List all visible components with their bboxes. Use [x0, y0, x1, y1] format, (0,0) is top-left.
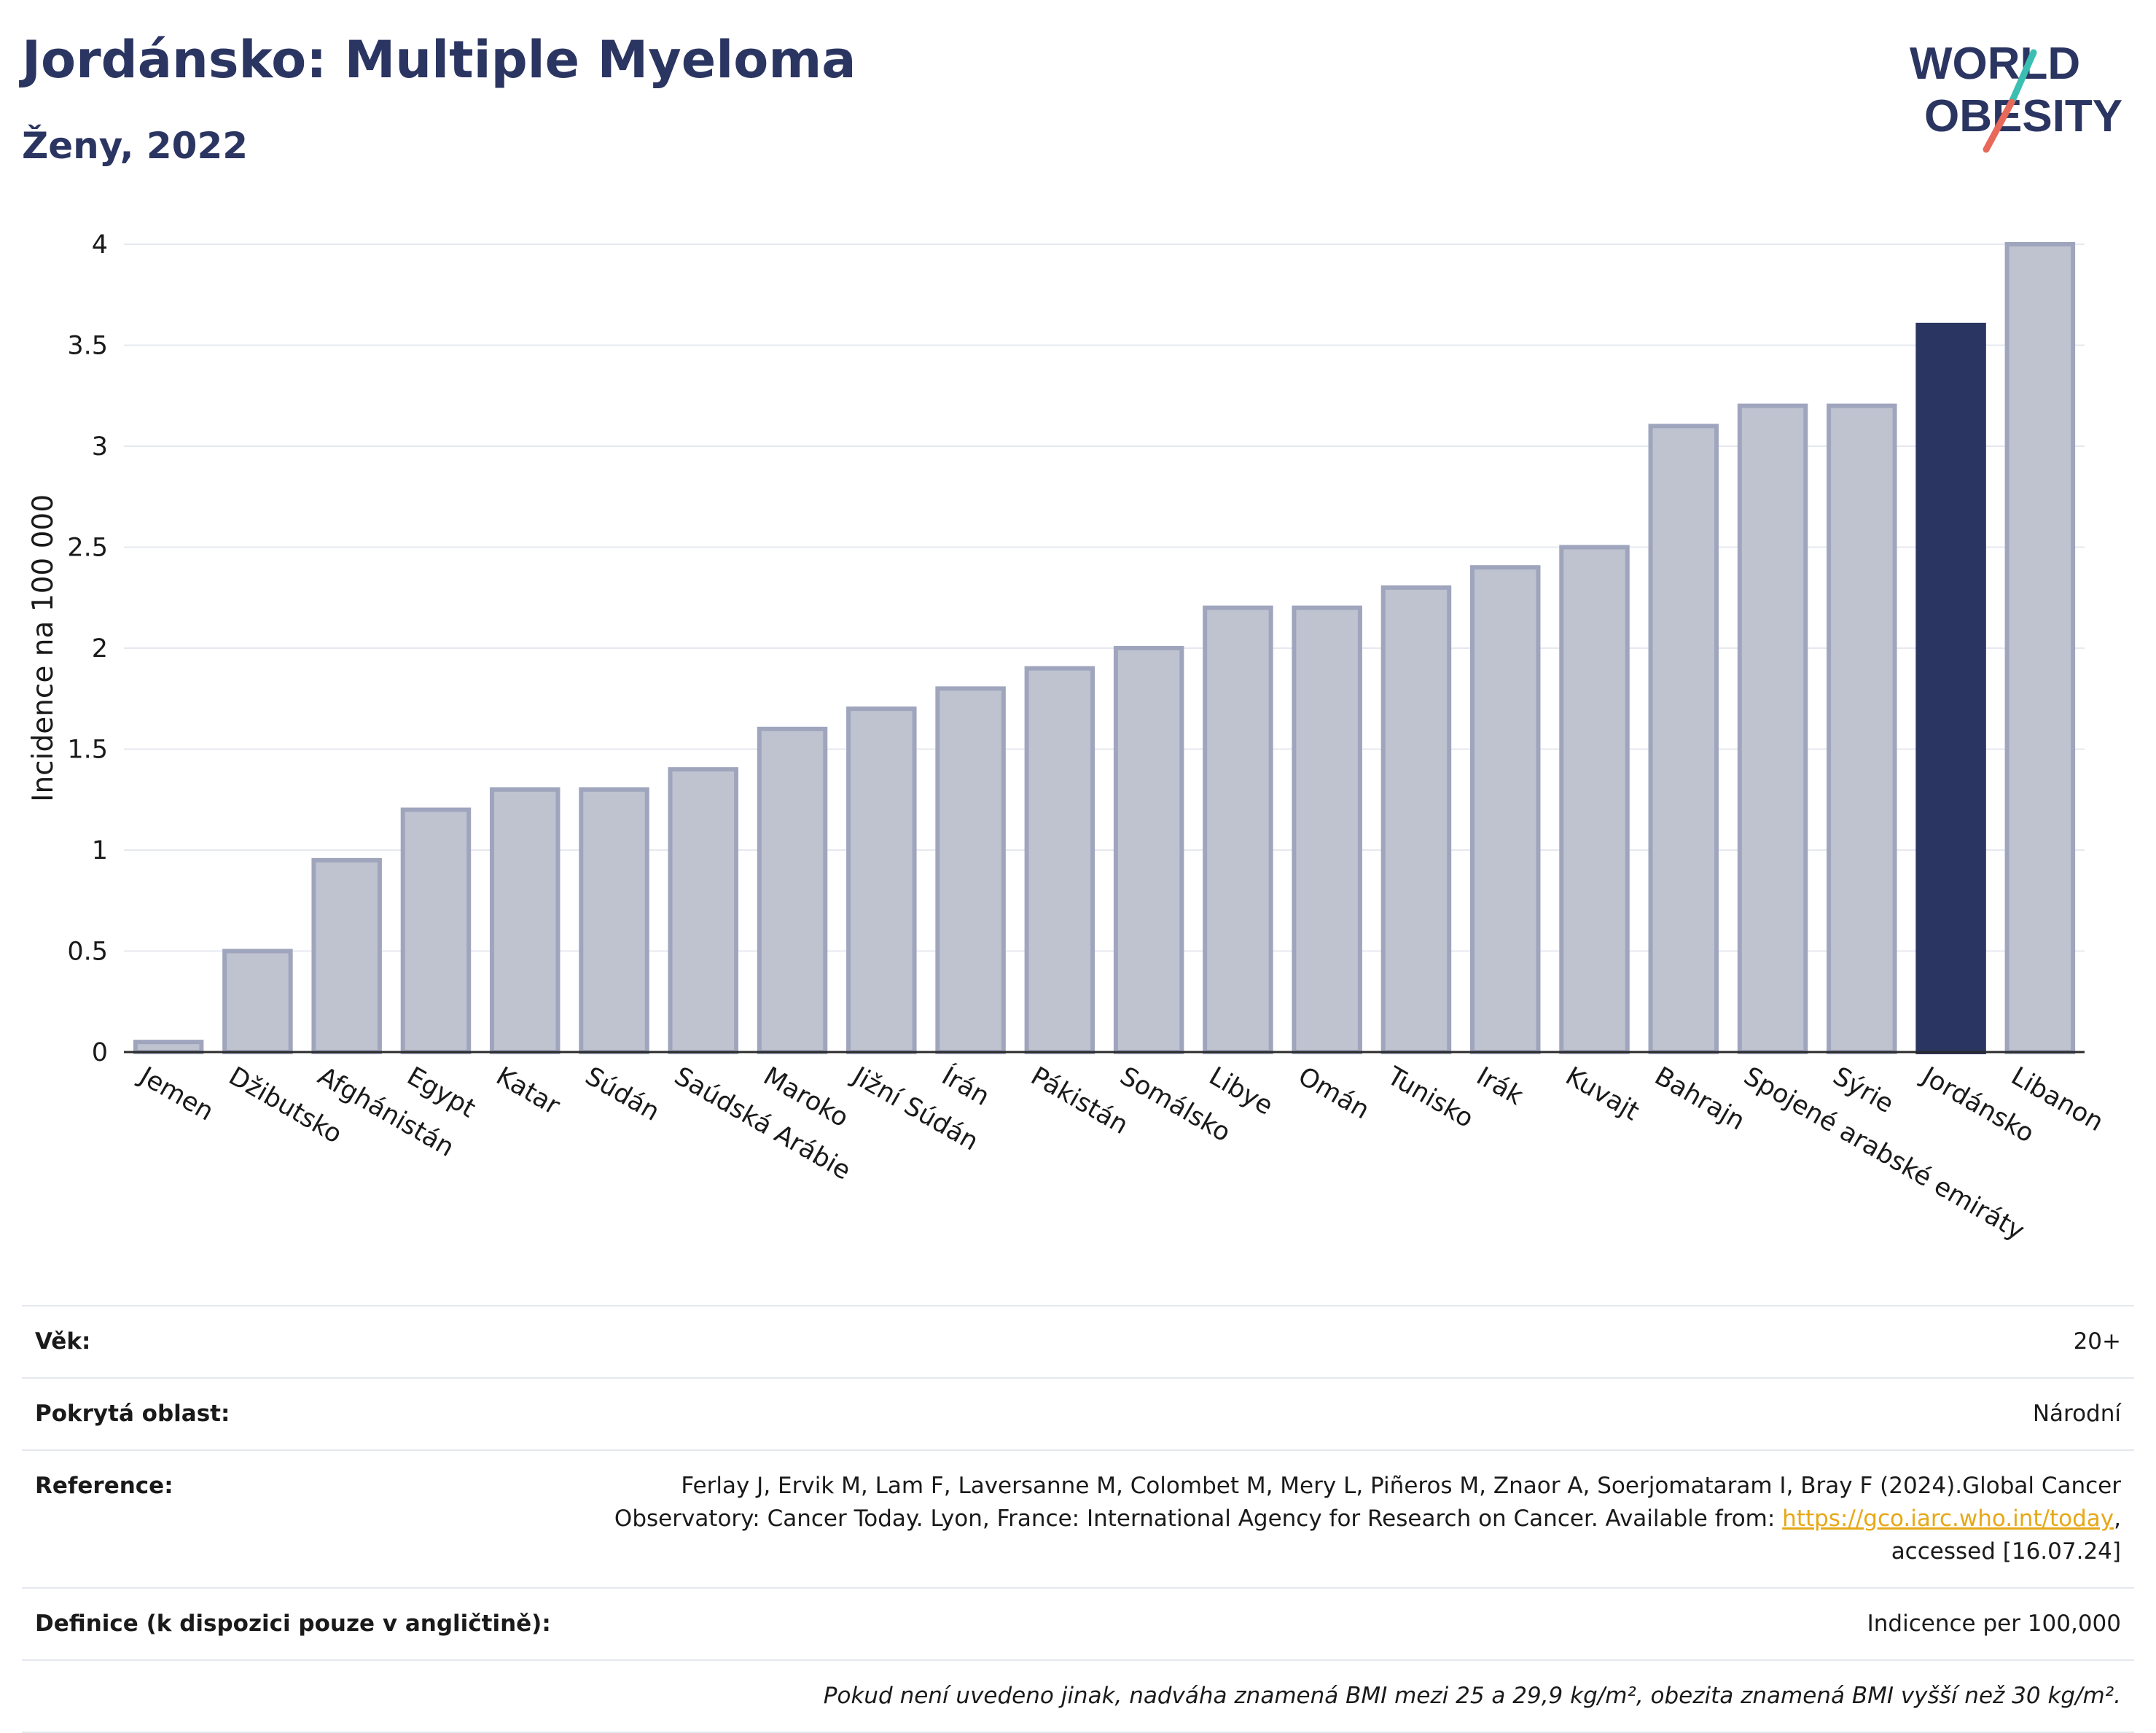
bar-11[interactable]	[1024, 666, 1095, 1054]
info-label-definition: Definice (k dispozici pouze v angličtině…	[35, 1610, 551, 1637]
y-tick-label: 2	[92, 634, 108, 663]
bar-12[interactable]	[1113, 646, 1184, 1054]
info-row-note: Pokud není uvedeno jinak, nadváha znamen…	[22, 1659, 2134, 1733]
x-tick-label: Katar	[491, 1062, 565, 1121]
info-value-definition: Indicence per 100,000	[1867, 1610, 2121, 1637]
x-tick-label: Omán	[1293, 1062, 1374, 1125]
bar-15[interactable]	[1380, 585, 1452, 1054]
y-tick-label: 1.5	[67, 736, 108, 765]
reference-accessed: , accessed [16.07.24]	[1891, 1505, 2121, 1565]
reference-text: Ferlay J, Ervik M, Lam F, Laversanne M, …	[614, 1472, 2121, 1532]
x-tick-label: Súdán	[580, 1062, 664, 1127]
bar-14[interactable]	[1292, 605, 1362, 1054]
bar-7[interactable]	[668, 767, 739, 1054]
bar-4[interactable]	[400, 807, 472, 1054]
info-value-area: Národní	[2032, 1400, 2121, 1427]
bar-1[interactable]	[133, 1040, 204, 1055]
bar-3[interactable]	[311, 857, 382, 1054]
chart-subtitle: Ženy, 2022	[22, 125, 249, 167]
x-tick-label: Irák	[1472, 1062, 1528, 1111]
y-tick-label: 1	[92, 836, 108, 865]
bar-18[interactable]	[1648, 424, 1719, 1054]
bars	[133, 242, 2076, 1055]
info-row-reference: Reference: Ferlay J, Ervik M, Lam F, Lav…	[22, 1449, 2134, 1587]
logo-slash-teal	[2008, 49, 2037, 106]
logo-line1: WORLD	[1910, 39, 2080, 89]
bar-22[interactable]	[2004, 242, 2076, 1054]
info-label-reference: Reference:	[35, 1472, 173, 1499]
info-row-area: Pokrytá oblast: Národní	[22, 1376, 2134, 1449]
info-label-age: Věk:	[35, 1328, 91, 1355]
bar-17[interactable]	[1559, 545, 1630, 1054]
chart-title: Jordánsko: Multiple Myeloma	[22, 30, 856, 90]
info-value-reference: Ferlay J, Ervik M, Lam F, Laversanne M, …	[590, 1470, 2121, 1568]
info-value-age: 20+	[2073, 1328, 2121, 1355]
bar-13[interactable]	[1203, 605, 1273, 1054]
y-tick-label: 0	[92, 1038, 108, 1067]
y-tick-label: 2.5	[67, 534, 108, 563]
reference-link[interactable]: https://gco.iarc.who.int/today	[1782, 1505, 2114, 1532]
x-tick-label: Jemen	[133, 1061, 219, 1126]
x-tick-label: Írán	[937, 1060, 995, 1112]
y-tick-label: 4	[92, 230, 108, 260]
y-tick-label: 3	[92, 432, 108, 462]
info-table: Věk: 20+ Pokrytá oblast: Národní Referen…	[22, 1305, 2134, 1733]
info-label-area: Pokrytá oblast:	[35, 1400, 230, 1427]
bar-5[interactable]	[489, 787, 561, 1055]
y-axis-label: Incidence na 100 000	[27, 494, 60, 802]
x-tick-label: Tunisko	[1382, 1062, 1478, 1134]
bmi-note: Pokud není uvedeno jinak, nadváha znamen…	[823, 1682, 2121, 1709]
x-tick-label: Bahrajn	[1649, 1062, 1749, 1136]
x-tick-label: Pákistán	[1026, 1062, 1133, 1140]
logo-line2: OBESITY	[1924, 91, 2122, 141]
y-tick-label: 3.5	[67, 332, 108, 361]
bar-16[interactable]	[1469, 565, 1541, 1054]
info-row-definition: Definice (k dispozici pouze v angličtině…	[22, 1586, 2134, 1659]
bar-2[interactable]	[222, 949, 293, 1054]
bar-10[interactable]	[935, 686, 1006, 1055]
bar-9[interactable]	[846, 706, 917, 1054]
bar-20[interactable]	[1827, 403, 1897, 1054]
bar-21[interactable]	[1915, 322, 1986, 1054]
world-obesity-logo: WORLD OBESITY	[1910, 39, 2122, 153]
x-tick-label: Kuvajt	[1561, 1062, 1644, 1126]
bar-6[interactable]	[579, 787, 649, 1055]
y-tick-label: 0.5	[67, 938, 108, 967]
bar-19[interactable]	[1737, 403, 1808, 1054]
logo-slash-red	[1983, 98, 2015, 153]
bar-8[interactable]	[757, 726, 828, 1054]
info-row-age: Věk: 20+	[22, 1305, 2134, 1377]
